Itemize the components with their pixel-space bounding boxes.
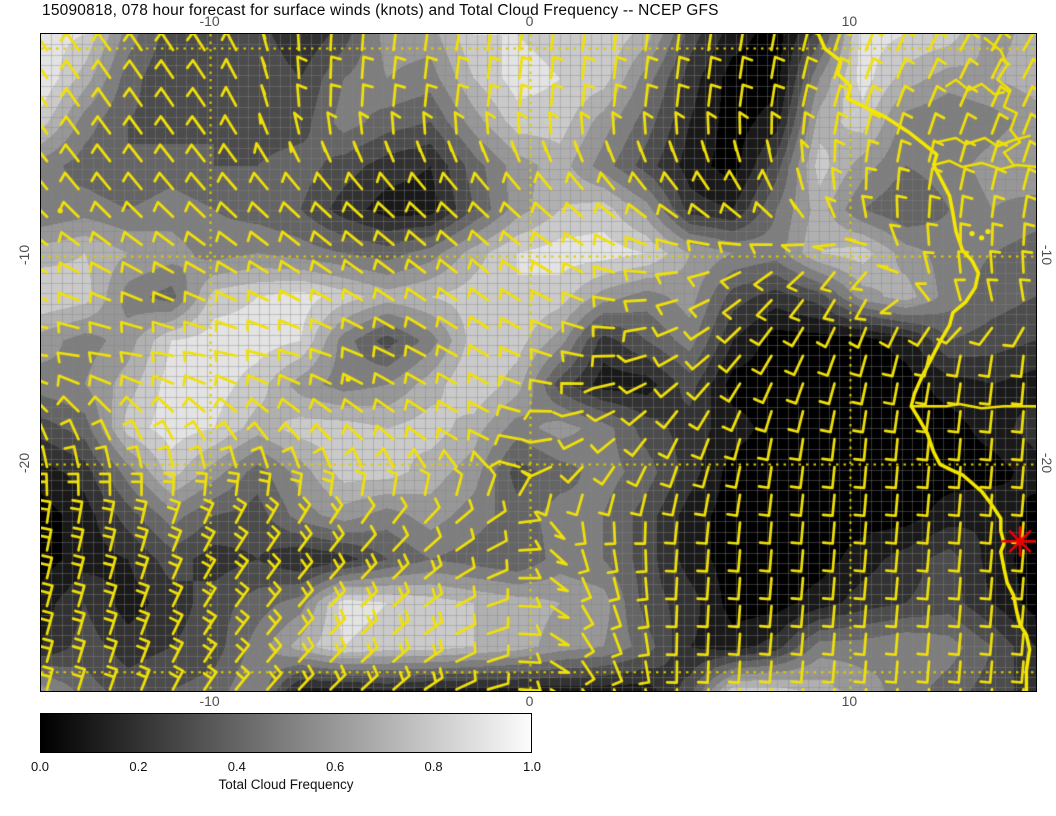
x-axis-tick-label-bottom: 0 bbox=[525, 693, 534, 709]
y-axis-tick-label-left: -10 bbox=[16, 245, 32, 266]
chart-title: 15090818, 078 hour forecast for surface … bbox=[42, 2, 719, 19]
colorbar-tick-label: 0.6 bbox=[326, 759, 345, 774]
colorbar-title: Total Cloud Frequency bbox=[218, 777, 354, 792]
x-axis-tick-label-top: 0 bbox=[525, 13, 534, 29]
y-axis-tick-label-right: -10 bbox=[1039, 245, 1055, 266]
colorbar-tick-label: 0.2 bbox=[129, 759, 148, 774]
y-axis-tick-label-left: -20 bbox=[16, 453, 32, 474]
x-axis-tick-label-top: -10 bbox=[199, 13, 220, 29]
y-axis-tick-label-right: -20 bbox=[1039, 453, 1055, 474]
x-axis-tick-label-bottom: 10 bbox=[841, 693, 858, 709]
x-axis-tick-label-top: 10 bbox=[841, 13, 858, 29]
colorbar-tick-label: 1.0 bbox=[522, 759, 542, 774]
colorbar-gradient bbox=[40, 713, 532, 753]
map-canvas bbox=[41, 34, 1036, 691]
colorbar-tick-labels: 0.0 0.2 0.4 0.6 0.8 1.0 bbox=[31, 759, 541, 775]
colorbar: 0.0 0.2 0.4 0.6 0.8 1.0 Total Cloud Frequency bbox=[31, 713, 541, 792]
colorbar-tick-label: 0.4 bbox=[227, 759, 246, 774]
colorbar-tick-label: 0.8 bbox=[424, 759, 443, 774]
colorbar-tick-label: 0.0 bbox=[30, 759, 50, 774]
map-plot-area bbox=[40, 33, 1037, 692]
x-axis-tick-label-bottom: -10 bbox=[199, 693, 220, 709]
